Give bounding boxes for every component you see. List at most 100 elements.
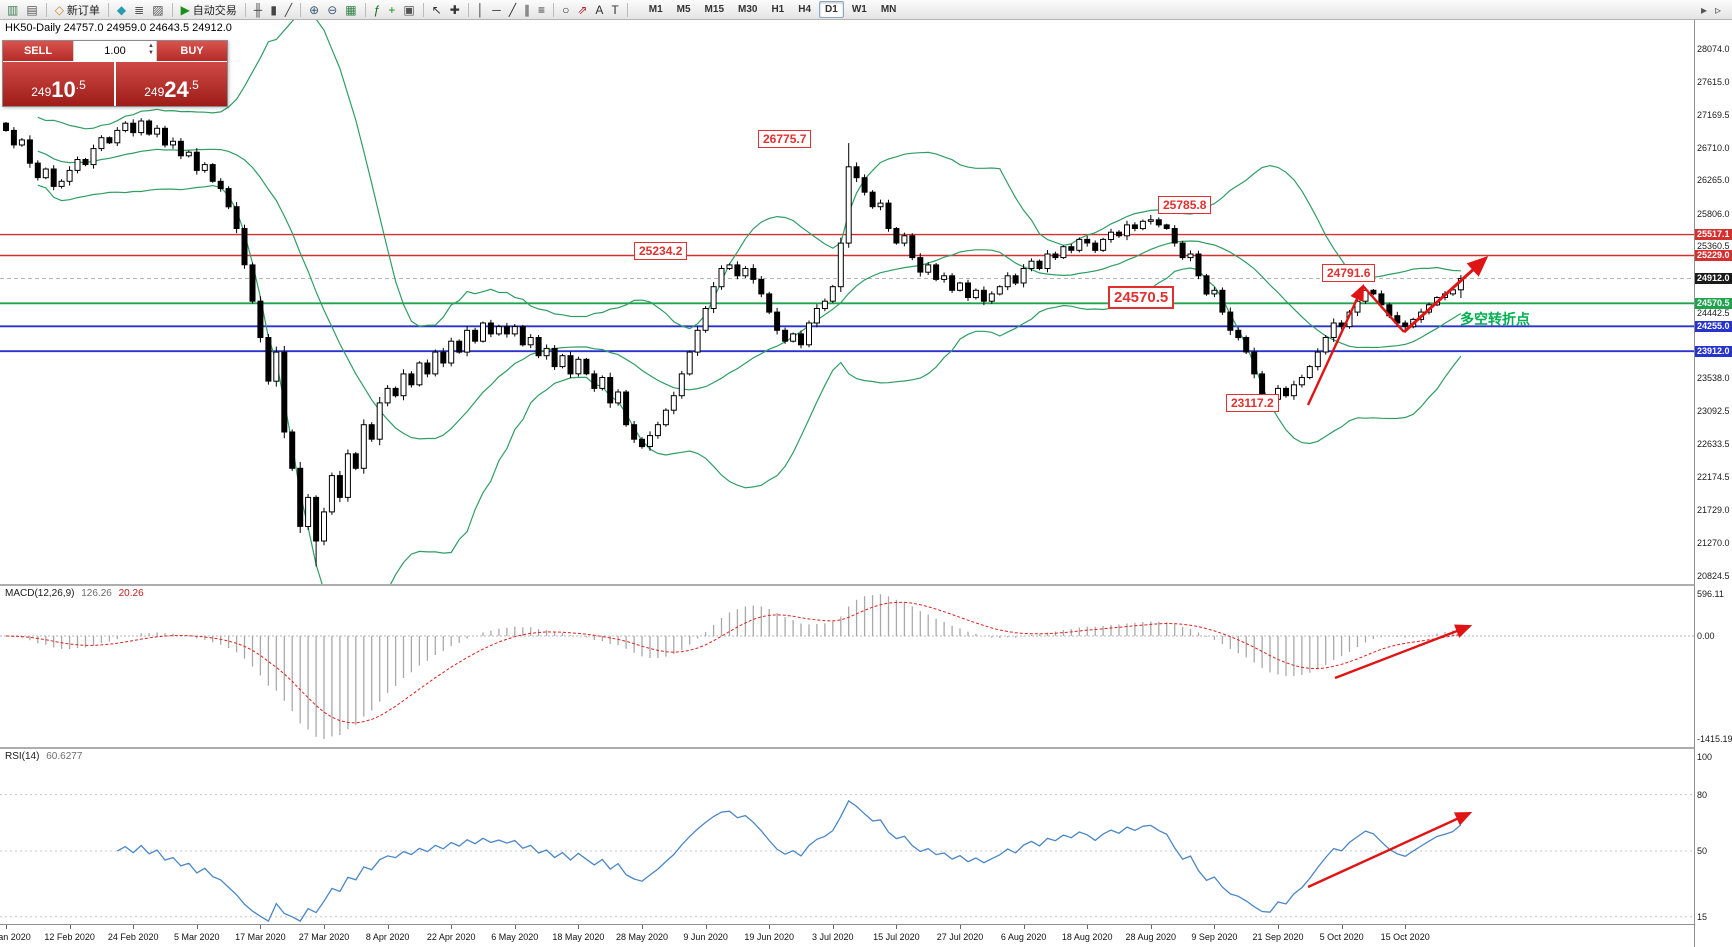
market-watch-icon: ≣: [134, 2, 145, 17]
price-annotation[interactable]: 25785.8: [1158, 196, 1212, 214]
rsi-name: RSI(14): [5, 751, 40, 762]
candlestick-chart-canvas[interactable]: [0, 20, 1694, 584]
toolbar-separator: [45, 2, 47, 17]
rsi-chart-canvas[interactable]: [0, 749, 1694, 924]
price-annotation[interactable]: 24570.5: [1108, 286, 1175, 309]
new-chart-button[interactable]: ▥: [4, 1, 21, 19]
new-order-button[interactable]: ◇ 新订单: [52, 1, 103, 19]
time-label: 24 Feb 2020: [107, 932, 159, 942]
text-tool-button[interactable]: A: [592, 1, 606, 19]
price-annotation[interactable]: 23117.2: [1226, 394, 1279, 412]
turning-point-note[interactable]: 多空转折点: [1460, 311, 1530, 327]
main-chart-pane[interactable]: HK50-Daily 24757.0 24959.0 24643.5 24912…: [0, 20, 1694, 584]
horizontal-line-icon: ─: [492, 2, 501, 17]
pane-resize-handle[interactable]: [0, 584, 1694, 586]
rsi-trend-arrow[interactable]: [1307, 811, 1473, 889]
time-axis[interactable]: 31 Jan 2020 12 Feb 2020 24 Feb 2020 5 Mar 2…: [0, 924, 1694, 947]
crosshair-button[interactable]: ✚: [447, 1, 463, 19]
horizontal-line-button[interactable]: ─: [489, 1, 504, 19]
macd-pane[interactable]: MACD(12,26,9) 126.26 20.26: [0, 586, 1694, 747]
rsi-axis-label: 15: [1697, 911, 1708, 922]
timeframe-w1[interactable]: W1: [851, 4, 867, 15]
cursor-button[interactable]: ↖: [429, 1, 445, 19]
price-axis[interactable]: 28074.0 27615.0 27169.5 26710.0 26265.0 25806…: [1694, 20, 1732, 947]
toolbar-separator: [626, 2, 628, 17]
price-annotation[interactable]: 26775.7: [758, 130, 812, 148]
buy-price[interactable]: 249 24.5: [116, 62, 227, 106]
cursor-icon: ↖: [431, 2, 442, 17]
new-chart-icon: ▥: [7, 2, 19, 17]
chart-shift-button[interactable]: ▸: [1698, 1, 1710, 19]
timeframe-m1[interactable]: M1: [648, 4, 663, 15]
trend-arrows[interactable]: [1306, 255, 1489, 406]
time-tick: [896, 925, 898, 929]
timeframe-d1[interactable]: D1: [819, 1, 844, 18]
timeframe-m30[interactable]: M30: [738, 4, 758, 15]
buy-button[interactable]: BUY: [157, 41, 227, 61]
sell-price-big: 10: [51, 77, 76, 102]
tile-windows-button[interactable]: ▦: [342, 1, 359, 19]
line-mode-button[interactable]: ╱: [282, 1, 295, 19]
channel-button[interactable]: ∥: [521, 1, 533, 19]
trendline-button[interactable]: ╱: [506, 1, 519, 19]
price-marker-25517.1: 25517.1: [1695, 229, 1732, 241]
bars-mode-button[interactable]: ╫: [251, 1, 266, 19]
time-tick: [705, 925, 707, 929]
arrows-tool-button[interactable]: ⇗: [574, 1, 590, 19]
macd-trend-arrow[interactable]: [1334, 624, 1473, 680]
sell-button[interactable]: SELL: [3, 41, 73, 61]
volume-increase-icon[interactable]: ▲: [148, 43, 154, 49]
add-indicator-icon: +: [388, 2, 396, 17]
zoom-out-button[interactable]: ⊖: [324, 1, 340, 19]
sell-price-base: 249: [31, 85, 52, 99]
vertical-line-button[interactable]: │: [474, 1, 488, 19]
time-label: 22 Apr 2020: [426, 932, 476, 942]
sell-price[interactable]: 249 10.5: [3, 62, 114, 106]
market-watch-button[interactable]: ≣: [131, 1, 147, 19]
toolbar-separator: [553, 2, 555, 17]
time-tick: [514, 925, 516, 929]
candles: [3, 118, 1464, 567]
time-label: 8 Apr 2020: [365, 932, 410, 942]
add-indicator-button[interactable]: +: [385, 1, 398, 19]
timeframe-mn[interactable]: MN: [880, 4, 897, 15]
data-window-button[interactable]: ▨: [149, 1, 166, 19]
fibonacci-icon: ≡: [538, 2, 546, 17]
shapes-button[interactable]: ○: [559, 1, 572, 19]
pane-resize-handle[interactable]: [0, 747, 1694, 749]
indicators-button[interactable]: ƒ: [371, 1, 384, 19]
price-tick: 25360.5: [1697, 240, 1730, 251]
timeframe-m5[interactable]: M5: [676, 4, 691, 15]
timeframe-h4[interactable]: H4: [798, 4, 812, 15]
objects-list-button[interactable]: ▣: [400, 1, 417, 19]
rsi-pane[interactable]: RSI(14) 60.6277: [0, 749, 1694, 924]
candles-mode-icon: ▮: [270, 2, 277, 17]
mql5-community-button[interactable]: ◆: [114, 1, 129, 19]
auto-scroll-button[interactable]: ▹: [1712, 1, 1724, 19]
rsi-value: 60.6277: [46, 751, 83, 762]
time-label: 15 Oct 2020: [1380, 932, 1430, 942]
price-tick: 27615.0: [1697, 77, 1730, 88]
macd-main-value: 126.26: [81, 588, 112, 599]
timeframe-h1[interactable]: H1: [771, 4, 785, 15]
macd-name: MACD(12,26,9): [5, 588, 75, 599]
volume-decrease-icon[interactable]: ▼: [148, 50, 154, 56]
autotrading-label: 自动交易: [192, 4, 237, 17]
zoom-in-button[interactable]: ⊕: [306, 1, 322, 19]
time-tick: [578, 925, 580, 929]
time-tick: [133, 925, 135, 929]
timeframe-m15[interactable]: M15: [704, 4, 724, 15]
time-label: 17 Mar 2020: [235, 932, 286, 942]
macd-chart-canvas[interactable]: [0, 586, 1694, 747]
autotrading-button[interactable]: ▶ 自动交易: [178, 1, 240, 19]
price-annotation[interactable]: 25234.2: [634, 242, 688, 260]
time-label: 28 Aug 2020: [1125, 932, 1177, 942]
volume-input[interactable]: 1.00 ▲ ▼: [73, 41, 157, 61]
candles-mode-button[interactable]: ▮: [267, 1, 280, 19]
profiles-button[interactable]: ▤: [23, 1, 40, 19]
toolbar-separator: [171, 2, 173, 17]
price-annotation[interactable]: 24791.6: [1322, 264, 1376, 282]
text-label-button[interactable]: T: [608, 1, 621, 19]
time-label: 19 Jun 2020: [744, 932, 794, 942]
fibonacci-button[interactable]: ≡: [535, 1, 548, 19]
